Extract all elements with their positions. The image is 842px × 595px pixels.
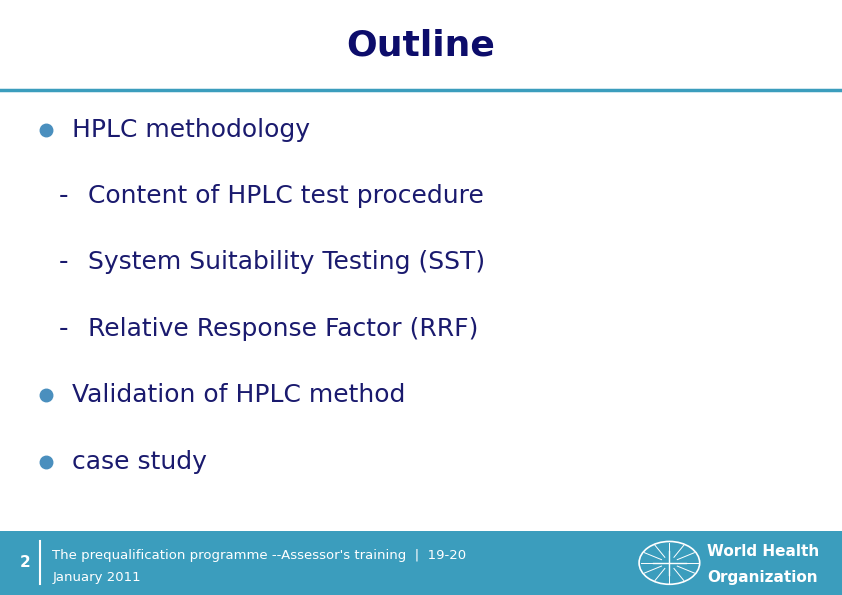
Text: 2: 2 xyxy=(20,555,30,571)
Text: -: - xyxy=(58,249,68,275)
Text: HPLC methodology: HPLC methodology xyxy=(72,118,310,142)
FancyBboxPatch shape xyxy=(0,531,842,595)
Text: Organization: Organization xyxy=(707,569,818,584)
Text: case study: case study xyxy=(72,450,206,474)
Text: The prequalification programme --Assessor's training  |  19-20: The prequalification programme --Assesso… xyxy=(52,549,466,562)
Text: World Health: World Health xyxy=(707,544,819,559)
Text: System Suitability Testing (SST): System Suitability Testing (SST) xyxy=(88,250,486,274)
Text: January 2011: January 2011 xyxy=(52,571,141,584)
Text: -: - xyxy=(58,316,68,342)
Text: Validation of HPLC method: Validation of HPLC method xyxy=(72,383,405,408)
Text: Relative Response Factor (RRF): Relative Response Factor (RRF) xyxy=(88,317,479,341)
Text: Content of HPLC test procedure: Content of HPLC test procedure xyxy=(88,184,484,208)
Text: -: - xyxy=(58,183,68,209)
Text: Outline: Outline xyxy=(347,28,495,62)
